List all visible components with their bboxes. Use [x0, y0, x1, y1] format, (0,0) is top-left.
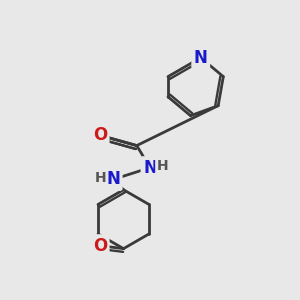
Text: N: N: [143, 159, 157, 177]
Text: O: O: [93, 126, 107, 144]
Text: H: H: [157, 159, 168, 173]
Text: H: H: [95, 171, 106, 185]
Text: N: N: [106, 170, 120, 188]
Text: N: N: [194, 49, 208, 67]
Text: O: O: [93, 237, 107, 255]
